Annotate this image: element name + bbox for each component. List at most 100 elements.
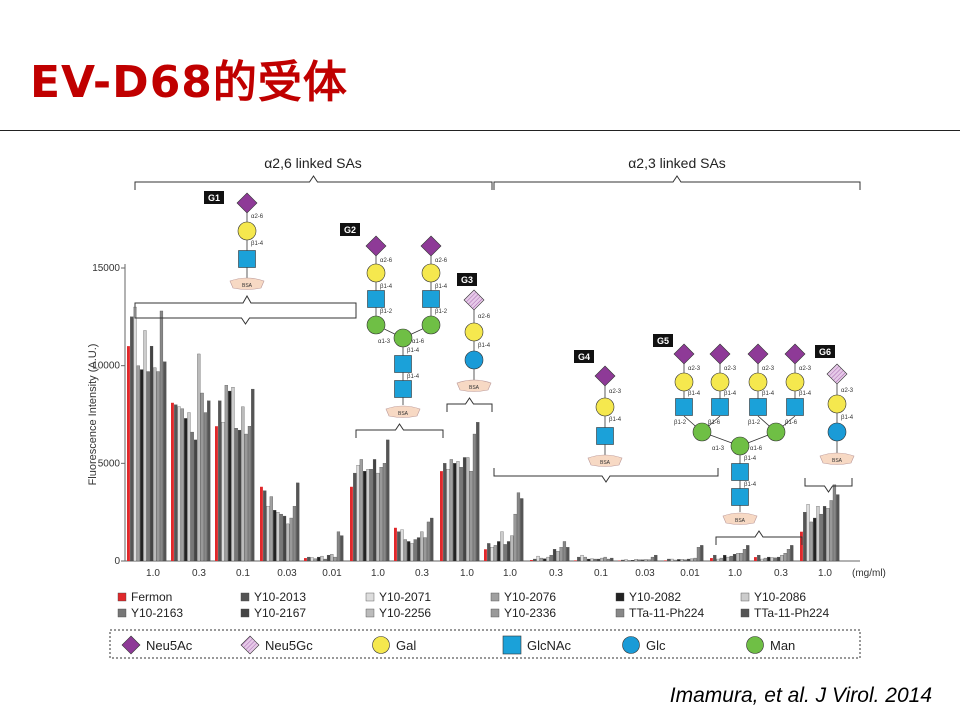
bar [647,559,651,562]
bar [453,463,457,562]
legend-label: Y10-2071 [379,590,431,604]
g1-bracket [134,310,357,325]
bar [809,521,813,562]
bar [786,549,791,562]
glcnac-icon [596,427,614,445]
bar [603,556,607,562]
bar [353,472,357,562]
bsa-carrier [229,277,265,290]
neu5ac-icon [121,635,141,655]
bar [420,531,424,562]
bar [729,555,733,562]
man-icon [692,422,712,442]
g5-bracket [715,530,803,545]
bar [776,556,781,562]
gal-icon [748,372,768,392]
x-tick-label: 0.03 [277,568,297,579]
legend-label: Y10-2076 [504,590,556,604]
bar [493,545,497,562]
bar [574,560,577,561]
bar [466,457,470,562]
bar [680,559,684,562]
bar [510,535,514,562]
bar [340,535,344,562]
bar [700,545,704,562]
bar [386,439,390,562]
bar [552,549,557,562]
bar [241,406,245,562]
legend-label: Y10-2082 [629,590,681,604]
neu5ac-icon [709,343,731,365]
bar [228,390,232,562]
bar [330,554,334,562]
bar [763,557,767,562]
linkage-label: α2-3 [841,388,854,394]
linkage-label: β1-4 [688,391,701,397]
bar [407,541,411,562]
y-tick-label: 0 [114,556,120,567]
bar [757,554,761,562]
glcnac-icon [394,355,412,373]
bar [476,422,480,562]
bar [790,545,794,562]
gal-icon [372,636,390,654]
bar [171,402,174,561]
bar [356,465,360,562]
bar [317,556,321,562]
bar [397,531,401,562]
glycan-tag: G3 [461,275,473,285]
bar [566,547,570,562]
bar [590,558,594,562]
bar [513,513,517,562]
glycan-tag-box [204,191,224,204]
neu5ac-icon [594,365,616,387]
neu5gc-icon [463,289,485,311]
bar [783,553,787,562]
bar [320,555,324,562]
bar [218,400,222,562]
linkage-label: α2-6 [478,314,491,320]
legend-swatch [740,608,750,618]
citation: Imamura, et al. J Virol. 2014 [669,684,932,707]
bar [637,559,641,562]
bar [803,512,807,562]
bar [247,426,252,562]
bar [200,392,204,562]
bar [400,529,404,562]
neu5ac-icon [747,343,769,365]
bar [333,556,337,562]
bar [644,559,648,562]
bar [350,486,353,561]
man-icon [746,636,764,654]
bar [530,560,533,561]
bar [379,467,383,562]
x-tick-label: 1.0 [371,568,385,579]
bar [723,554,727,562]
linkage-label: β1-4 [407,348,420,354]
title-divider [0,130,960,131]
glycan-tag: G5 [657,336,669,346]
legend-swatch [365,608,375,618]
bar [746,545,750,562]
neu5gc-icon [826,363,848,385]
bar [440,471,443,561]
bar [549,554,553,562]
bar [289,517,293,562]
bar [140,369,144,562]
bar [310,557,314,562]
bar [487,543,491,562]
bar [193,439,198,562]
linkage-label: β1-4 [744,456,757,462]
linkage-label: β1-2 [435,309,448,315]
bar [443,463,447,562]
alpha26-bracket [134,175,493,190]
linkage-label: α2-6 [251,214,264,220]
bar [610,557,614,562]
bar [484,549,487,561]
bar [693,557,697,562]
bar [754,557,757,561]
y-tick-label: 5000 [98,458,121,469]
bar [430,517,434,562]
x-tick-label: 1.0 [728,568,742,579]
symbol-legend-label: Man [770,638,795,653]
